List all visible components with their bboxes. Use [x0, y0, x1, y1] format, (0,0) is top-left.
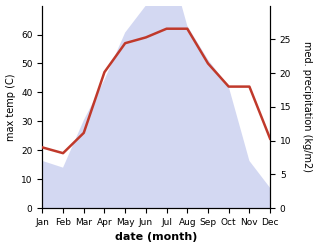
Y-axis label: med. precipitation (kg/m2): med. precipitation (kg/m2)	[302, 41, 313, 172]
X-axis label: date (month): date (month)	[115, 232, 197, 243]
Y-axis label: max temp (C): max temp (C)	[5, 73, 16, 141]
